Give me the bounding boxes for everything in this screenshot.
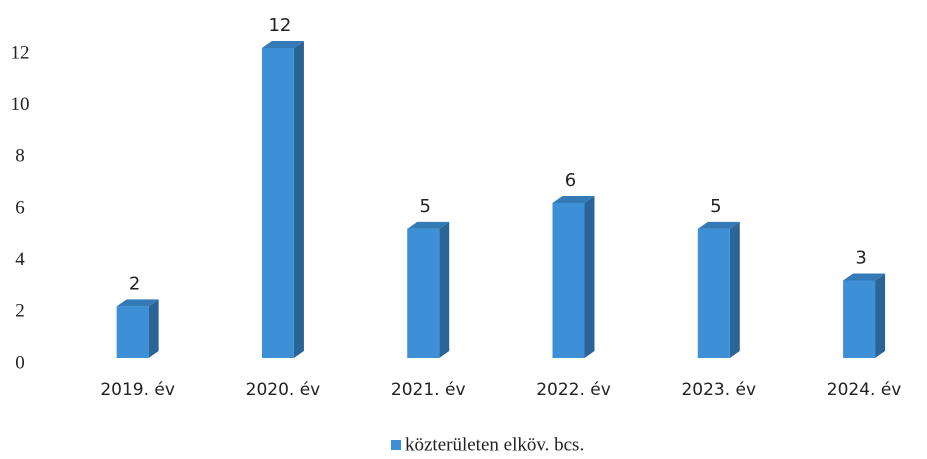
bar-side	[584, 196, 595, 358]
y-tick-label: 12	[11, 42, 30, 63]
legend-swatch	[391, 440, 401, 450]
bar-front	[697, 228, 730, 358]
y-tick-label: 6	[15, 197, 25, 218]
bar-side	[729, 221, 740, 358]
x-tick-label: 2024. év	[827, 380, 902, 400]
bar-side	[875, 273, 886, 358]
bar	[116, 299, 159, 358]
bar-side	[439, 221, 450, 358]
data-label: 5	[710, 196, 721, 217]
data-label: 12	[268, 15, 291, 36]
bar	[843, 273, 886, 358]
legend-label: közterületen elköv. bcs.	[405, 434, 584, 455]
bar-top	[697, 221, 740, 229]
bar-front	[552, 203, 585, 358]
bar-top	[116, 299, 159, 307]
bar-top	[552, 196, 595, 203]
bar-side	[293, 41, 304, 358]
bar-front	[843, 280, 876, 358]
bar-side	[148, 299, 159, 358]
bar	[261, 41, 304, 358]
bar	[552, 196, 595, 358]
y-tick-label: 10	[11, 94, 30, 115]
bar-top	[261, 41, 304, 48]
data-label: 2	[129, 273, 140, 294]
data-label: 6	[565, 170, 576, 191]
bar-front	[261, 48, 294, 358]
bar-front	[407, 228, 440, 358]
data-label: 3	[855, 248, 866, 269]
bar-top	[843, 273, 886, 281]
bar-front	[116, 306, 149, 358]
x-tick-label: 2020. év	[246, 380, 321, 400]
x-tick-label: 2021. év	[391, 380, 466, 400]
bar	[407, 221, 450, 358]
y-tick-label: 8	[15, 146, 25, 167]
bar-top	[407, 221, 450, 229]
y-tick-label: 4	[15, 249, 25, 270]
x-tick-label: 2023. év	[681, 380, 756, 400]
y-tick-label: 0	[15, 352, 25, 373]
x-tick-label: 2019. év	[100, 380, 175, 400]
x-tick-label: 2022. év	[536, 380, 611, 400]
bar	[697, 221, 740, 358]
y-tick-label: 2	[15, 301, 25, 322]
data-label: 5	[419, 196, 430, 217]
